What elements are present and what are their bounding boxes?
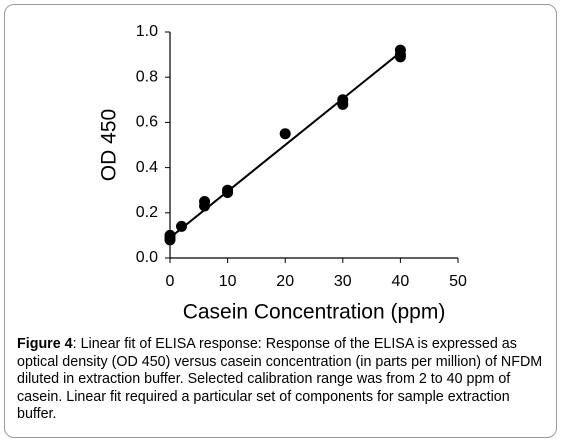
y-axis-title: OD 450: [98, 109, 121, 181]
caption-text: : Linear fit of ELISA response: Response…: [17, 336, 543, 423]
data-point: [279, 128, 291, 140]
y-tick-label: 0.4: [136, 159, 158, 176]
x-tick-label: 40: [392, 273, 410, 290]
y-tick-label: 0.8: [136, 68, 158, 85]
chart: OD 450 Casein Concentration (ppm) 0.0 0.2…: [98, 23, 467, 324]
x-tick-label: 0: [166, 273, 175, 290]
y-tick-label: 1.0: [136, 23, 158, 40]
y-tick-label: 0.0: [136, 249, 158, 266]
caption: Figure 4: Linear fit of ELISA response: …: [17, 336, 547, 424]
x-axis-title: Casein Concentration (ppm): [183, 301, 446, 324]
x-tick-label: 10: [219, 273, 237, 290]
caption-label: Figure 4: [17, 336, 73, 352]
data-point: [222, 184, 234, 196]
data-point: [199, 196, 211, 207]
y-tick-label: 0.2: [136, 204, 158, 221]
x-tick-label: 30: [334, 273, 352, 290]
data-point: [176, 220, 188, 232]
x-tick-label: 20: [276, 273, 294, 290]
data-point: [337, 94, 349, 106]
y-tick-label: 0.6: [136, 114, 158, 131]
data-point: [164, 229, 176, 241]
figure-frame: [4, 4, 557, 438]
x-tick-label: 50: [449, 273, 467, 290]
data-point: [394, 44, 406, 56]
